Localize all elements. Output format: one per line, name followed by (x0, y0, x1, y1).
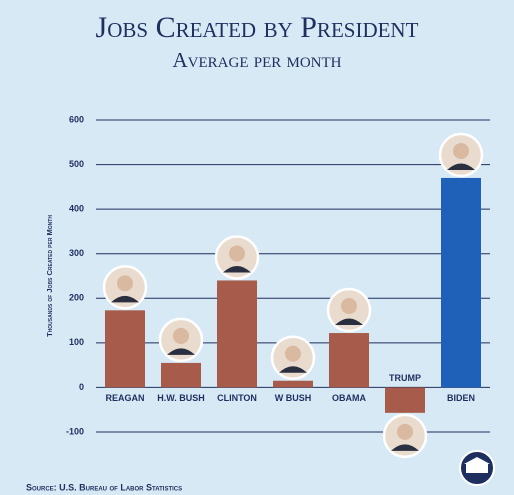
portrait-head (117, 275, 133, 292)
portrait-head (397, 423, 413, 440)
portrait-head (341, 298, 357, 315)
x-tick-label: OBAMA (332, 393, 366, 404)
y-tick-label: 100 (69, 337, 84, 347)
emblem (459, 450, 495, 486)
bar (329, 333, 369, 388)
portrait-suit (167, 348, 195, 355)
x-tick-label-box: REAGAN (105, 393, 145, 404)
portrait-head (229, 245, 245, 262)
y-tick-label: 0 (79, 382, 84, 392)
x-tick-label-box: TRUMP (389, 373, 421, 384)
y-tick-label: 400 (69, 204, 84, 214)
portrait-head (285, 345, 301, 362)
x-tick-label-box: OBAMA (332, 393, 366, 404)
source: Source: U.S. Bureau of Labor Statistics (26, 482, 182, 492)
y-tick-label: 200 (69, 293, 84, 303)
emblem-roof (464, 457, 490, 464)
x-tick-label-box: BIDEN (446, 393, 475, 404)
bar (273, 380, 313, 388)
portrait-suit (335, 318, 363, 326)
y-tick-label: -100 (66, 426, 84, 436)
y-axis-label: Thousands of Jobs Created per Month (45, 215, 54, 337)
chart-subtitle: Average per month (172, 48, 341, 72)
bar (441, 177, 481, 388)
emblem-house (466, 464, 488, 473)
portrait-suit (447, 163, 475, 170)
bar (105, 310, 145, 388)
portrait-head (453, 142, 469, 159)
chart-title: Jobs Created by President (96, 11, 419, 44)
bar (217, 280, 257, 388)
x-tick-label-box: H.W. BUSH (157, 393, 205, 404)
portrait-suit (279, 366, 307, 373)
x-tick-label-box: CLINTON (217, 393, 257, 404)
x-tick-label: TRUMP (389, 373, 421, 384)
x-tick-label: H.W. BUSH (157, 393, 205, 404)
x-tick-label: BIDEN (446, 393, 475, 404)
x-tick-label: W BUSH (274, 393, 312, 404)
portrait-suit (391, 444, 419, 451)
y-tick-label: 500 (69, 159, 84, 169)
y-tick-label: 300 (69, 248, 84, 258)
x-tick-label: REAGAN (105, 393, 145, 404)
bar (161, 362, 201, 388)
portrait-suit (223, 265, 251, 273)
x-tick-label-box: W BUSH (274, 393, 312, 404)
y-tick-label: 600 (69, 114, 84, 124)
portrait-head (173, 327, 189, 344)
bar (385, 387, 425, 413)
x-tick-label: CLINTON (217, 393, 257, 404)
portrait-suit (111, 295, 139, 303)
